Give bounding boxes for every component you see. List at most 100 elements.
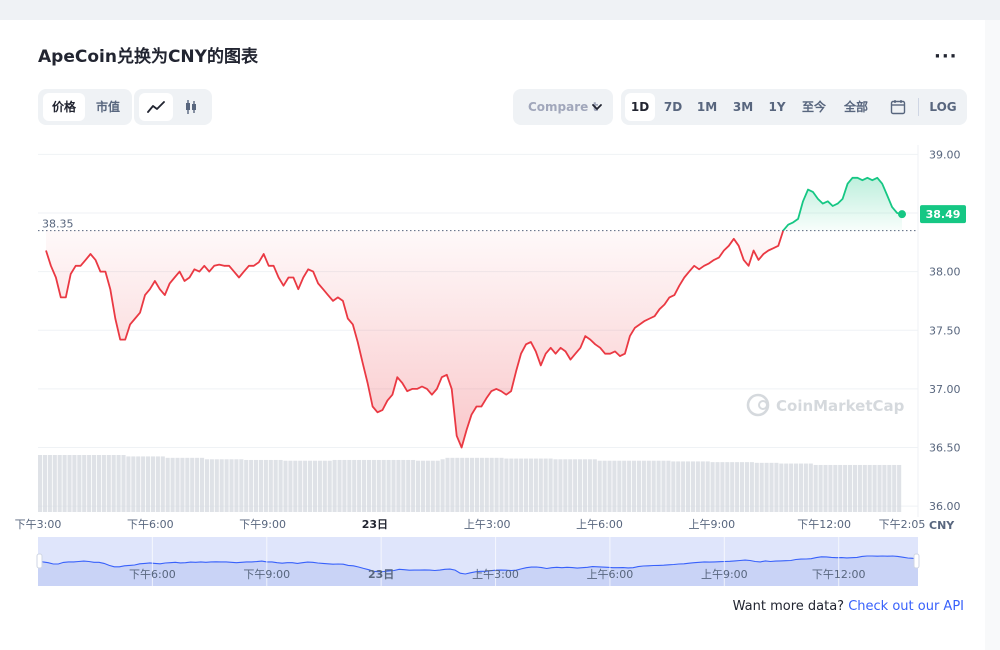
range-ytd[interactable]: 至今 (801, 100, 826, 114)
range-7d[interactable]: 7D (663, 100, 683, 114)
navigator-area (38, 556, 918, 586)
range-1m[interactable]: 1M (696, 100, 718, 114)
volume-bar (406, 459, 411, 512)
y-tick-label: 36.50 (929, 442, 961, 455)
more-dots-icon[interactable]: ··· (934, 46, 958, 67)
volume-bar (136, 456, 141, 512)
watermark-text: CoinMarketCap (776, 397, 905, 415)
volume-bar (401, 459, 406, 512)
volume-bar (391, 459, 396, 512)
volume-bar (293, 460, 298, 512)
volume-bar (440, 459, 445, 512)
volume-bar (759, 462, 764, 512)
volume-bar (150, 456, 156, 512)
range-1y[interactable]: 1Y (768, 100, 786, 114)
volume-bar (165, 457, 170, 512)
volume-bar (214, 459, 219, 512)
tab-price[interactable]: 价格 (43, 93, 85, 121)
volume-bar (803, 463, 808, 512)
volume-bar (690, 461, 696, 512)
volume-bar (229, 459, 234, 512)
volume-bar (867, 464, 872, 512)
range-selector: 1D 7D 1M 3M 1Y 至今 全部 LOG (621, 89, 967, 125)
volume-bar (813, 464, 818, 512)
volume-bar (808, 463, 813, 512)
navigator[interactable]: 下午6:00 下午9:00 23日 上午3:00 上午6:00 上午9:00 下午12:00 (36, 537, 920, 586)
volume-bar (322, 460, 327, 512)
volume-bar (794, 463, 799, 512)
volume-bar (587, 459, 592, 512)
candlestick-icon (186, 100, 196, 114)
right-edge (985, 20, 1000, 650)
volume-bar (656, 460, 661, 512)
volume-bar (474, 457, 480, 512)
volume-bar (435, 460, 440, 512)
chart-title: ApeCoin兑换为CNY的图表 (38, 47, 258, 67)
volume-bar (754, 462, 759, 512)
volume-bar (200, 457, 205, 512)
navigator-tick-label: 下午6:00 (129, 568, 176, 581)
volume-bar (872, 464, 877, 512)
volume-bar (484, 457, 489, 512)
x-tick-label: 上午9:00 (688, 518, 735, 531)
api-link[interactable]: Check out our API (848, 599, 964, 614)
compare-dropdown[interactable]: Compare t (513, 89, 613, 125)
price-lines (38, 176, 918, 449)
volume-bar (224, 459, 229, 512)
volume-bar (298, 460, 303, 512)
volume-bar (376, 459, 381, 512)
volume-bar (764, 462, 769, 512)
tab-market-cap[interactable]: 市值 (95, 100, 120, 114)
volume-bar (263, 459, 268, 512)
navigator-handle-right (913, 553, 920, 569)
footer-text: Want more data? (732, 599, 845, 614)
calendar-icon (890, 100, 906, 115)
volume-bar (209, 459, 214, 512)
range-3m[interactable]: 3M (732, 100, 754, 114)
volume-bar (92, 455, 97, 512)
y-tick-label: 37.50 (929, 324, 961, 337)
volume-bar (602, 460, 607, 512)
volume-bar (784, 463, 789, 512)
x-tick-label: 上午3:00 (464, 518, 511, 531)
volume-bar (106, 455, 111, 512)
line-chart-button[interactable] (139, 93, 173, 121)
x-tick-label: 下午6:00 (127, 518, 174, 531)
volume-bar (862, 464, 867, 512)
volume-bar (592, 459, 597, 512)
navigator-tick-label: 下午9:00 (243, 568, 290, 581)
volume-bar (249, 459, 254, 512)
navigator-tick-label: 上午6:00 (587, 568, 634, 581)
volume-bar (798, 463, 804, 512)
metric-toggle: 价格 市值 (38, 89, 132, 125)
navigator-tick-label: 23日 (368, 568, 394, 581)
volume-bar (445, 457, 450, 512)
volume-bar (381, 459, 386, 512)
volume-bar (57, 455, 62, 512)
volume-bar (769, 462, 774, 512)
range-divider (918, 98, 919, 116)
calendar-button[interactable] (883, 93, 913, 121)
volume-bar (312, 460, 318, 512)
volume-bar (101, 455, 106, 512)
volume-bar (548, 458, 553, 512)
volume-bar (700, 461, 705, 512)
log-toggle[interactable]: LOG (929, 100, 957, 114)
area-above-open (783, 177, 902, 231)
x-tick-label: 下午2:05 (879, 518, 926, 531)
last-price-badge (920, 205, 966, 224)
chart-type-toggle (134, 89, 212, 125)
x-tick-label: 下午3:00 (15, 518, 62, 531)
candlestick-button[interactable] (174, 93, 208, 121)
volume-bar (155, 456, 160, 512)
volume-bar (524, 458, 529, 512)
volume-bar (499, 457, 504, 512)
y-tick-label: 38.00 (929, 266, 961, 279)
volume-bar (509, 458, 514, 512)
volume-bar (180, 457, 185, 512)
last-price-dot (898, 210, 906, 219)
volume-bar (52, 455, 57, 512)
range-1d[interactable]: 1D (625, 93, 655, 121)
range-all[interactable]: 全部 (843, 100, 868, 114)
navigator-line (37, 555, 919, 575)
